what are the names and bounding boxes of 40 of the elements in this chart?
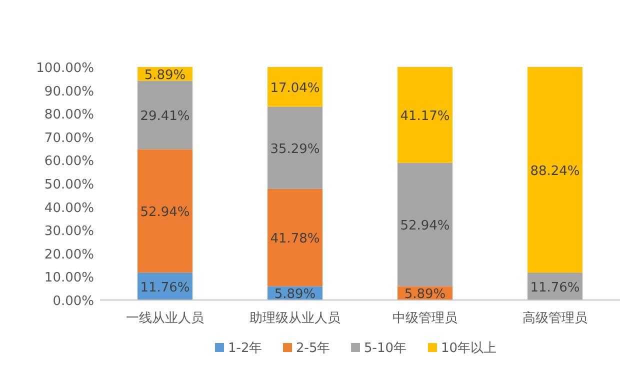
bar [528,67,582,273]
data-label: 35.29% [270,142,320,157]
y-tick-label: 40.00% [44,200,94,216]
bar [138,80,192,150]
y-tick-label: 60.00% [44,154,94,170]
bar [268,67,322,107]
legend-label: 1-2年 [228,341,262,356]
x-tick-label: 高级管理员 [522,310,588,326]
y-tick-label: 70.00% [44,130,94,146]
x-tick-label: 一线从业人员 [126,311,204,326]
data-label: 5.89% [404,287,446,302]
data-label: 41.17% [400,108,450,124]
y-tick-label: 100.00% [36,61,94,76]
data-label: 52.94% [140,204,190,220]
data-label: 29.41% [140,108,190,124]
legend-label: 10年以上 [441,341,497,356]
y-tick-label: 10.00% [44,270,94,286]
y-tick-label: 90.00% [44,84,94,100]
y-tick-label: 80.00% [44,108,94,123]
data-label: 5.89% [274,287,316,302]
data-label: 41.78% [270,232,320,247]
data-label: 52.94% [400,218,450,234]
x-tick-label: 助理级从业人员 [250,311,340,326]
legend-label: 2-5年 [296,341,330,356]
bar [268,106,322,189]
data-label: 11.76% [140,280,190,296]
data-label: 17.04% [270,80,320,96]
data-label: 5.89% [144,68,186,83]
y-tick-label: 50.00% [44,178,94,192]
y-tick-label: 0.00% [52,294,94,309]
bar [138,149,192,273]
x-tick-label: 中级管理员 [392,311,458,326]
data-label: 88.24% [530,164,580,179]
legend-label: 5-10年 [364,341,407,356]
y-tick-label: 30.00% [44,224,94,240]
bar [268,188,322,286]
y-tick-label: 20.00% [44,247,94,262]
data-label: 11.76% [530,280,580,296]
bar [398,67,452,163]
bar [398,162,452,286]
